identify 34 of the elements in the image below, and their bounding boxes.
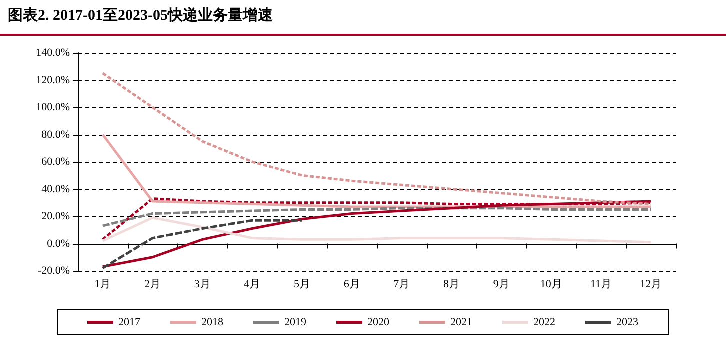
line-series <box>102 72 652 206</box>
legend-label: 2018 <box>202 316 224 328</box>
line-series <box>102 134 652 208</box>
y-tick-label: 20.0% <box>42 210 70 222</box>
x-tick-label: 12月 <box>640 278 662 290</box>
line-series <box>102 216 652 244</box>
legend-label: 2017 <box>118 316 141 328</box>
line-series <box>102 207 652 228</box>
y-tick-label: 40.0% <box>42 183 70 196</box>
legend-label: 2022 <box>534 316 556 328</box>
x-tick-label: 6月 <box>344 278 360 290</box>
x-tick-label: 2月 <box>144 278 161 290</box>
x-tick-label: 9月 <box>493 278 510 290</box>
x-tick-label: 7月 <box>394 278 410 290</box>
line-series <box>102 219 304 270</box>
legend-label: 2021 <box>450 316 472 328</box>
legend-label: 2019 <box>284 316 307 328</box>
y-tick-label: 120.0% <box>36 74 70 86</box>
legend-label: 2023 <box>616 316 639 328</box>
y-tick-label: 100.0% <box>36 102 70 114</box>
legend-label: 2020 <box>368 316 390 328</box>
chart-title: 图表2. 2017-01至2023-05快递业务量增速 <box>8 6 273 25</box>
x-tick-label: 5月 <box>294 278 310 290</box>
x-tick-label: 10月 <box>540 278 562 290</box>
y-tick-label: -20.0% <box>38 265 70 277</box>
x-tick-label: 11月 <box>590 278 612 290</box>
x-tick-label: 4月 <box>244 278 261 290</box>
x-tick-label: 3月 <box>194 278 211 290</box>
x-tick-label: 8月 <box>444 278 460 290</box>
y-tick-label: 140.0% <box>36 47 70 59</box>
x-tick-label: 1月 <box>94 278 112 290</box>
y-tick-label: 80.0% <box>42 128 70 141</box>
y-tick-label: 0.0% <box>47 238 70 250</box>
y-tick-label: 60.0% <box>42 156 70 168</box>
